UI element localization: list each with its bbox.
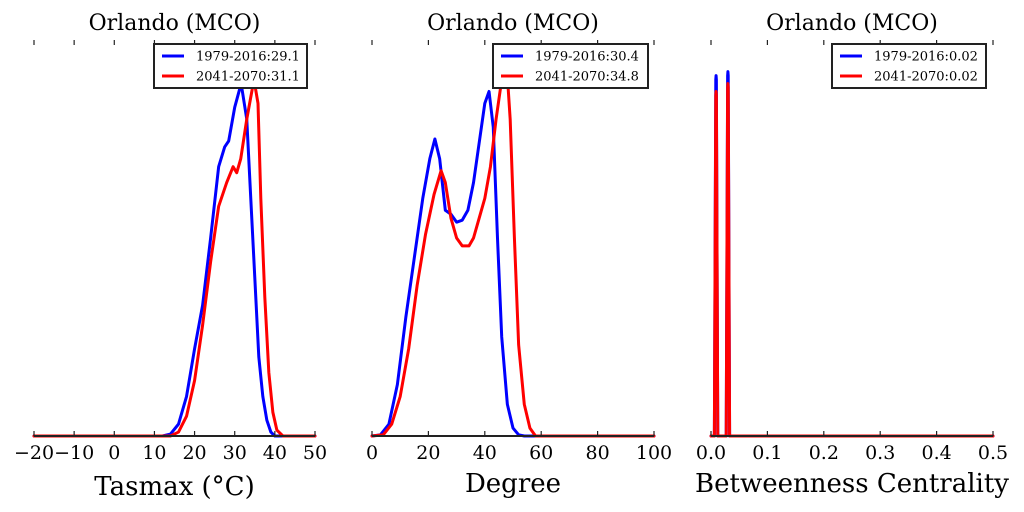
legend: 1979-2016:30.4 2041-2070:34.8	[492, 43, 649, 89]
x-tick-label: 0.5	[978, 442, 1008, 464]
x-tick-label: 0.2	[809, 442, 839, 464]
chart-title: Orlando (MCO)	[766, 11, 938, 36]
series-line-historical	[32, 82, 317, 438]
x-tick-label: 0.0	[696, 442, 726, 464]
legend-frame	[831, 43, 987, 89]
x-tick-label: −20	[14, 442, 54, 464]
series-line-future	[370, 70, 656, 438]
legend-label: 1979-2016:0.02	[874, 50, 978, 65]
x-axis-label: Degree	[465, 469, 561, 499]
legend-label: 2041-2070:31.1	[196, 70, 300, 85]
legend-label: 2041-2070:0.02	[874, 70, 978, 85]
x-tick-label: 40	[263, 442, 287, 464]
x-tick-label: −10	[54, 442, 94, 464]
x-tick-label: 80	[586, 442, 610, 464]
x-tick-label: 0.4	[921, 442, 951, 464]
legend-label: 2041-2070:34.8	[535, 70, 639, 85]
x-tick-label: 0.1	[752, 442, 782, 464]
legend-frame	[153, 43, 308, 89]
panel-betweenness: Orlando (MCO) 0.0 0.1 0.2 0.3 0.4 0.5 Betweenne…	[695, 11, 1009, 499]
x-tick-label: 10	[142, 442, 166, 464]
x-tick-label: 30	[223, 442, 247, 464]
panel-tasmax: Orlando (MCO) −20 −10 0 10 20 30 40 50 Tasmax (°C…	[14, 11, 327, 502]
x-tick-label: 0	[108, 442, 120, 464]
panel-degree: Orlando (MCO) 0 20 40 60 80 100 Degree 1979-2016…	[366, 11, 672, 499]
x-tick-label: 50	[303, 442, 327, 464]
legend-label: 1979-2016:30.4	[535, 50, 639, 65]
series-line-future	[709, 82, 995, 438]
series-line-historical	[709, 70, 995, 438]
legend-label: 1979-2016:29.1	[196, 50, 300, 65]
legend-frame	[492, 43, 649, 89]
chart-title: Orlando (MCO)	[89, 11, 261, 36]
x-tick-label: 0.3	[865, 442, 895, 464]
x-axis-label: Tasmax (°C)	[94, 472, 254, 502]
x-tick-label: 20	[416, 442, 440, 464]
legend: 1979-2016:29.1 2041-2070:31.1	[153, 43, 308, 89]
x-tick-label: 60	[529, 442, 553, 464]
x-tick-label: 20	[182, 442, 206, 464]
x-tick-label: 100	[636, 442, 672, 464]
x-tick-label: 0	[366, 442, 378, 464]
series-line-historical	[370, 89, 656, 438]
x-tick-label: 40	[473, 442, 497, 464]
series-line-future	[32, 78, 317, 438]
chart-title: Orlando (MCO)	[427, 11, 599, 36]
legend: 1979-2016:0.02 2041-2070:0.02	[831, 43, 987, 89]
x-axis-label: Betweenness Centrality	[695, 469, 1009, 499]
